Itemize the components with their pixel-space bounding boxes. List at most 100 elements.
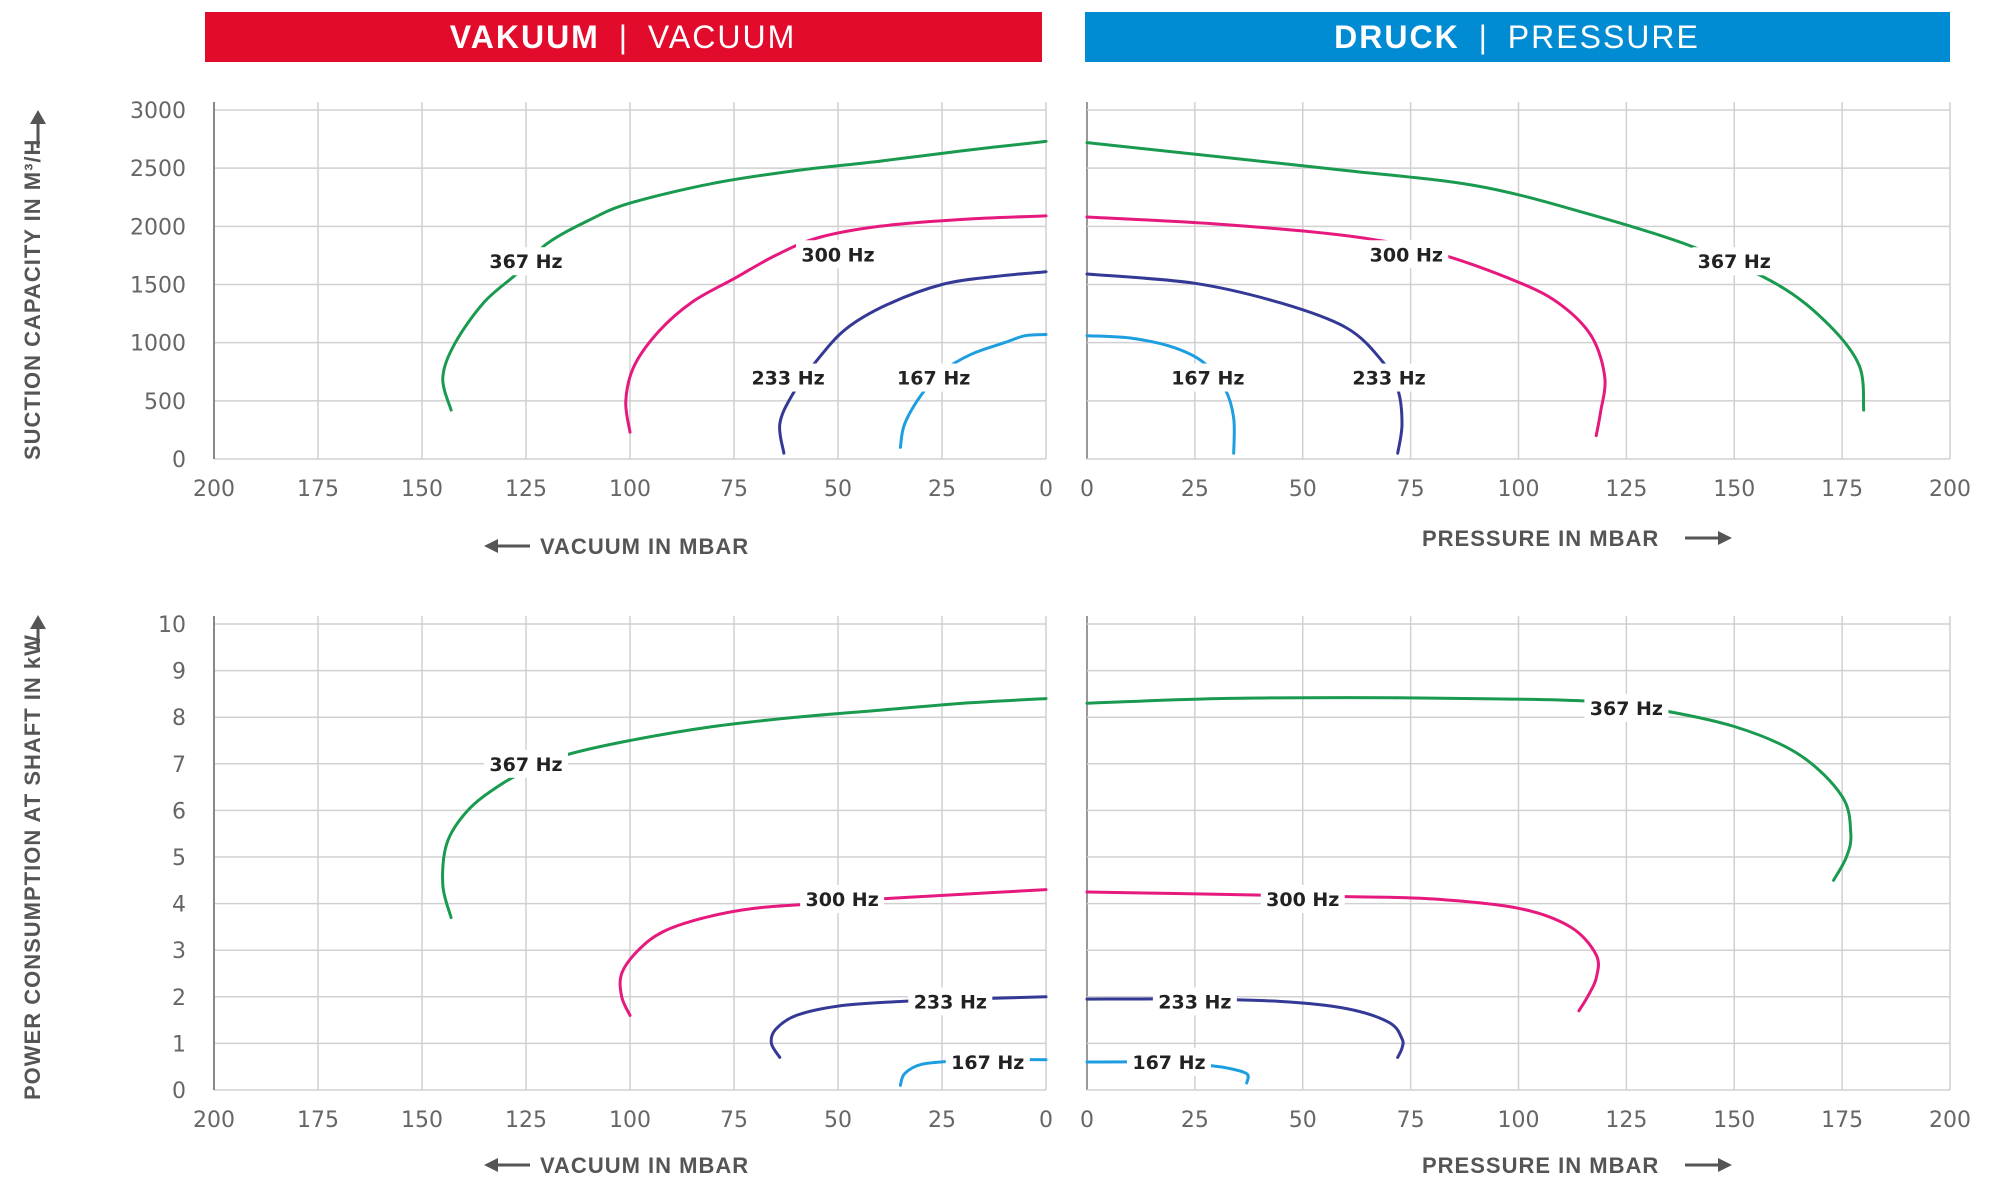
suction-pressure-label-bg-167hz: [1165, 363, 1250, 392]
power-vacuum-x-arrow-head: [484, 1158, 498, 1172]
power-pressure-curve-300hz: [1085, 890, 1600, 1013]
suction-vacuum-ytick-3000: 3000: [130, 99, 186, 124]
power-vacuum-ytick-2: 2: [172, 986, 186, 1011]
power-vacuum-label-233hz: 233 Hz: [914, 991, 987, 1013]
power-vacuum-x-axis-label: VACUUM IN MBAR: [540, 1153, 749, 1177]
power-pressure-panel: 0 25 50 75 100 125 150 175 200 367 Hz 300 Hz 233 Hz…: [1080, 616, 1971, 1133]
suction-pressure-panel: 0 25 50 75 100 125 150 175 200 300 Hz 367 Hz 167 Hz…: [1080, 102, 1971, 502]
suction-vacuum-label-300hz: 300 Hz: [801, 244, 874, 266]
suction-vacuum-xtick-75: 75: [720, 477, 748, 502]
suction-vacuum-x-arrow-head: [484, 539, 498, 553]
svg-text:VAKUUM | VACUUM: VAKUUM | VACUUM: [450, 19, 796, 55]
power-vacuum-panel: 200 175 150 125 100 75 50 25 0 0 1 2 3 4 5 6 7 8 9 10 367 Hz…: [158, 613, 1053, 1133]
power-vacuum-ytick-6: 6: [172, 799, 186, 824]
svg-text:DRUCK | PRESSURE: DRUCK | PRESSURE: [1334, 19, 1700, 55]
power-vacuum-label-bg-367hz: [484, 749, 568, 778]
power-vacuum-xtick-150: 150: [401, 1108, 443, 1133]
power-vacuum-label-367hz: 367 Hz: [489, 754, 562, 776]
suction-pressure-xtick-150: 150: [1713, 477, 1755, 502]
power-vacuum-ytick-7: 7: [172, 753, 186, 778]
suction-pressure-x-arrow-head: [1718, 531, 1732, 545]
suction-vacuum-curve-167hz: [898, 333, 1048, 449]
vacuum-banner: VAKUUM | VACUUM: [205, 12, 1042, 62]
suction-vacuum-curve-300hz: [624, 214, 1048, 434]
suction-pressure-curve-167hz: [1085, 334, 1236, 455]
suction-vacuum-xtick-50: 50: [824, 477, 852, 502]
suction-vacuum-ytick-1000: 1000: [130, 332, 186, 357]
suction-pressure-xtick-25: 25: [1181, 477, 1209, 502]
power-pressure-xtick-125: 125: [1605, 1108, 1647, 1133]
power-pressure-label-167hz: 167 Hz: [1132, 1052, 1205, 1074]
power-vacuum-ytick-8: 8: [172, 706, 186, 731]
power-vacuum-xtick-50: 50: [824, 1108, 852, 1133]
power-pressure-curve-367hz: [1085, 696, 1853, 882]
power-vacuum-ytick-5: 5: [172, 846, 186, 871]
suction-vacuum-label-167hz: 167 Hz: [897, 368, 970, 390]
suction-vacuum-ytick-2000: 2000: [130, 215, 186, 240]
suction-pressure-xtick-200: 200: [1929, 477, 1971, 502]
power-ylabel-group: POWER CONSUMPTION AT SHAFT IN kW: [20, 634, 45, 1100]
suction-vacuum-ytick-1500: 1500: [130, 274, 186, 299]
suction-pressure-xtick-0: 0: [1080, 477, 1094, 502]
power-pressure-xtick-50: 50: [1289, 1108, 1317, 1133]
power-pressure-label-367hz: 367 Hz: [1590, 698, 1663, 720]
power-vacuum-curve-300hz: [618, 888, 1048, 1017]
suction-pressure-curve-233hz: [1085, 272, 1404, 455]
suction-vacuum-xtick-200: 200: [193, 477, 235, 502]
suction-pressure-xtick-125: 125: [1605, 477, 1647, 502]
suction-vacuum-label-bg-233hz: [746, 363, 831, 392]
power-pressure-xtick-0: 0: [1080, 1108, 1094, 1133]
power-vacuum-xtick-175: 175: [297, 1108, 339, 1133]
pressure-banner-separator: |: [1479, 19, 1489, 55]
pressure-banner-title-en: PRESSURE: [1508, 19, 1700, 55]
power-y-axis-label: POWER CONSUMPTION AT SHAFT IN kW: [20, 634, 45, 1100]
suction-pressure-xlabel-group: PRESSURE IN MBAR: [1422, 526, 1732, 551]
power-vacuum-xtick-0: 0: [1039, 1108, 1053, 1133]
vacuum-banner-separator: |: [619, 19, 629, 55]
suction-pressure-xtick-100: 100: [1498, 477, 1540, 502]
vacuum-banner-title-de: VAKUUM: [450, 19, 600, 55]
power-vacuum-xtick-200: 200: [193, 1108, 235, 1133]
power-pressure-xtick-25: 25: [1181, 1108, 1209, 1133]
suction-vacuum-xtick-175: 175: [297, 477, 339, 502]
power-vacuum-curve-367hz: [441, 697, 1048, 920]
suction-vacuum-label-bg-167hz: [891, 363, 976, 392]
suction-pressure-curve-367hz: [1085, 141, 1866, 412]
power-pressure-xtick-150: 150: [1713, 1108, 1755, 1133]
power-vacuum-label-bg-233hz: [908, 987, 993, 1016]
suction-vacuum-xtick-150: 150: [401, 477, 443, 502]
suction-vacuum-xtick-25: 25: [928, 477, 956, 502]
power-vacuum-ytick-10: 10: [158, 613, 186, 638]
suction-vacuum-xlabel-group: VACUUM IN MBAR: [484, 534, 748, 559]
power-vacuum-xtick-25: 25: [928, 1108, 956, 1133]
power-pressure-label-233hz: 233 Hz: [1158, 991, 1231, 1013]
suction-pressure-label-167hz: 167 Hz: [1171, 368, 1244, 390]
suction-pressure-label-233hz: 233 Hz: [1352, 368, 1425, 390]
suction-pressure-label-bg-300hz: [1364, 240, 1449, 269]
power-y-arrow-head: [30, 615, 46, 629]
power-vacuum-ytick-9: 9: [172, 660, 186, 685]
suction-vacuum-ytick-0: 0: [172, 448, 186, 473]
power-vacuum-xtick-125: 125: [505, 1108, 547, 1133]
suction-vacuum-curve-367hz: [441, 139, 1048, 412]
power-pressure-xtick-200: 200: [1929, 1108, 1971, 1133]
power-pressure-x-axis-label: PRESSURE IN MBAR: [1422, 1153, 1659, 1177]
suction-vacuum-xtick-125: 125: [505, 477, 547, 502]
suction-vacuum-label-bg-367hz: [484, 247, 568, 276]
power-y-arrow: [30, 615, 46, 650]
suction-pressure-xtick-175: 175: [1821, 477, 1863, 502]
suction-pressure-xtick-50: 50: [1289, 477, 1317, 502]
power-pressure-label-300hz: 300 Hz: [1266, 889, 1339, 911]
power-vacuum-xlabel-group: VACUUM IN MBAR: [484, 1153, 749, 1177]
suction-pressure-label-bg-233hz: [1347, 363, 1432, 392]
power-pressure-label-bg-367hz: [1584, 693, 1669, 722]
power-vacuum-ytick-0: 0: [172, 1079, 186, 1104]
suction-ylabel-group: SUCTION CAPACITY IN M³/H: [20, 139, 45, 460]
power-pressure-label-bg-300hz: [1260, 884, 1345, 913]
suction-vacuum-label-367hz: 367 Hz: [489, 251, 562, 273]
suction-vacuum-ytick-2500: 2500: [130, 157, 186, 182]
suction-pressure-xtick-75: 75: [1397, 477, 1425, 502]
power-pressure-label-bg-167hz: [1126, 1048, 1211, 1077]
power-pressure-xtick-75: 75: [1397, 1108, 1425, 1133]
